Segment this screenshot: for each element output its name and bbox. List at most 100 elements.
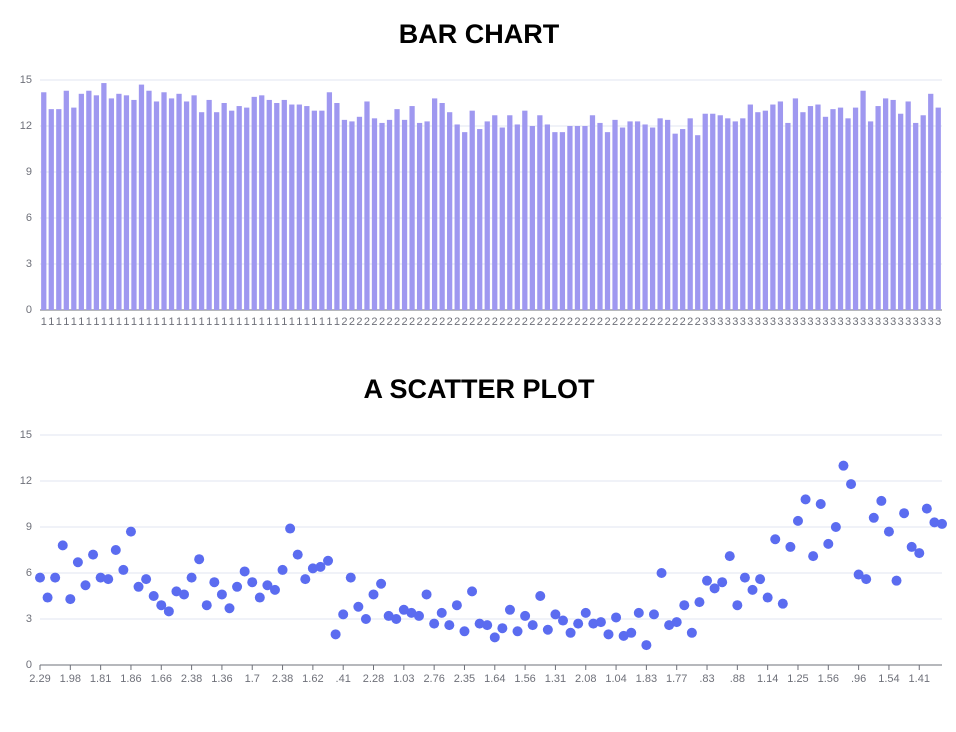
bar bbox=[567, 126, 573, 310]
bar bbox=[920, 115, 926, 311]
point bbox=[338, 609, 349, 620]
bar bbox=[477, 129, 483, 310]
point bbox=[292, 549, 303, 560]
point bbox=[914, 548, 925, 559]
x-tick-label: 3 bbox=[845, 316, 851, 328]
x-tick-label: 2 bbox=[499, 316, 505, 328]
point bbox=[633, 607, 644, 618]
point bbox=[247, 577, 258, 588]
point bbox=[694, 597, 705, 608]
point bbox=[451, 600, 462, 611]
point bbox=[421, 589, 432, 600]
point bbox=[406, 607, 417, 618]
x-tick-label: 2 bbox=[469, 316, 475, 328]
x-tick-label: 1.7 bbox=[245, 673, 260, 685]
bar bbox=[176, 93, 182, 310]
x-tick-label: 3 bbox=[935, 316, 941, 328]
bar bbox=[221, 103, 227, 310]
bar bbox=[274, 103, 280, 310]
x-tick-label: 2 bbox=[477, 316, 483, 328]
x-tick-label: 1 bbox=[304, 316, 310, 328]
x-tick-label: 3 bbox=[792, 316, 798, 328]
bar bbox=[514, 124, 520, 310]
x-tick-label: 2 bbox=[604, 316, 610, 328]
bar bbox=[41, 92, 47, 311]
x-tick-label: 3 bbox=[717, 316, 723, 328]
bar bbox=[770, 104, 776, 311]
point bbox=[254, 592, 265, 603]
chart-title: BAR CHART bbox=[399, 19, 560, 49]
x-tick-label: 1 bbox=[229, 316, 235, 328]
bar bbox=[544, 124, 551, 310]
x-tick-label: 2 bbox=[417, 316, 423, 328]
bar bbox=[815, 104, 821, 311]
x-tick-label: 2 bbox=[364, 316, 370, 328]
point bbox=[474, 618, 485, 629]
point bbox=[868, 512, 879, 523]
bar bbox=[191, 95, 197, 310]
x-tick-label: 1.77 bbox=[666, 673, 687, 685]
bar bbox=[431, 98, 438, 311]
point bbox=[262, 580, 273, 591]
bar bbox=[492, 115, 498, 311]
x-tick-label: 2 bbox=[514, 316, 520, 328]
x-tick-label: 1.66 bbox=[151, 673, 172, 685]
x-tick-label: 1 bbox=[146, 316, 152, 328]
x-tick-label: 2 bbox=[650, 316, 656, 328]
bar bbox=[394, 109, 400, 310]
x-tick-label: 3 bbox=[913, 316, 919, 328]
bar bbox=[913, 122, 919, 310]
x-tick-label: 2 bbox=[386, 316, 392, 328]
x-tick-label: 2 bbox=[424, 316, 430, 328]
x-tick-label: 3 bbox=[807, 316, 813, 328]
bar bbox=[875, 106, 881, 310]
x-tick-label: 3 bbox=[710, 316, 716, 328]
bar bbox=[379, 122, 385, 310]
point bbox=[883, 526, 894, 537]
point bbox=[906, 541, 917, 552]
point bbox=[285, 523, 296, 534]
bar bbox=[537, 115, 543, 311]
point bbox=[88, 549, 99, 560]
bar bbox=[830, 109, 836, 310]
x-tick-label: 2 bbox=[657, 316, 663, 328]
x-tick-label: 3 bbox=[837, 316, 843, 328]
point bbox=[201, 600, 212, 611]
x-tick-label: 1.86 bbox=[120, 673, 141, 685]
point bbox=[413, 610, 424, 621]
x-tick-label: 1.98 bbox=[60, 673, 81, 685]
x-tick-label: 1 bbox=[199, 316, 205, 328]
point bbox=[194, 554, 205, 565]
point bbox=[323, 555, 334, 566]
x-tick-label: 2 bbox=[589, 316, 595, 328]
bar bbox=[401, 119, 408, 310]
x-tick-label: 2 bbox=[341, 316, 347, 328]
point bbox=[65, 594, 76, 605]
point bbox=[580, 607, 591, 618]
x-tick-label: 3 bbox=[868, 316, 874, 328]
x-tick-label: 3 bbox=[755, 316, 761, 328]
bar bbox=[289, 104, 295, 311]
x-tick-label: 3 bbox=[928, 316, 934, 328]
bar bbox=[665, 119, 671, 310]
point bbox=[57, 540, 68, 551]
x-tick-label: 1 bbox=[116, 316, 122, 328]
point bbox=[792, 515, 803, 526]
x-tick-label: 2 bbox=[695, 316, 701, 328]
x-tick-label: 1.14 bbox=[757, 673, 778, 685]
point bbox=[50, 572, 61, 583]
x-tick-label: 2 bbox=[522, 316, 528, 328]
x-tick-label: 3 bbox=[822, 316, 828, 328]
x-tick-label: 1 bbox=[244, 316, 250, 328]
x-tick-label: 2 bbox=[379, 316, 385, 328]
bar bbox=[740, 118, 746, 310]
x-tick-label: 1.54 bbox=[878, 673, 899, 685]
bar bbox=[334, 103, 340, 310]
point bbox=[891, 575, 902, 586]
x-tick-label: 2 bbox=[356, 316, 362, 328]
x-tick-label: 2 bbox=[665, 316, 671, 328]
point bbox=[216, 589, 227, 600]
bar bbox=[371, 118, 378, 310]
x-tick-label: 2 bbox=[349, 316, 355, 328]
bar bbox=[785, 122, 791, 310]
